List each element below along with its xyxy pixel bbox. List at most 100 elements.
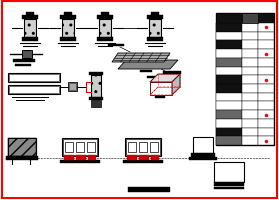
Bar [62,20,74,38]
Bar [191,153,215,157]
Bar [149,20,161,38]
Bar [69,84,76,91]
Bar [64,155,74,160]
Bar [214,162,244,182]
Bar [242,24,258,33]
Bar [155,97,165,99]
Bar [242,102,258,111]
Bar [9,75,59,82]
Bar [147,77,159,79]
Polygon shape [118,61,178,70]
Bar [147,16,163,20]
Bar [242,119,258,128]
Bar [126,139,160,155]
Bar [242,41,258,50]
Bar [216,41,242,50]
Bar [91,100,101,107]
Polygon shape [112,54,170,63]
Bar [62,138,98,156]
Bar [89,98,103,100]
Bar [258,76,274,85]
Bar [101,13,109,16]
Bar [6,156,38,160]
Bar [193,137,213,153]
Bar [60,38,76,42]
Bar [22,51,32,59]
Bar [151,155,159,160]
Bar [216,14,274,145]
Bar [62,20,74,38]
Bar [216,76,242,85]
Bar [258,24,274,33]
Bar [8,138,36,156]
Bar [13,60,35,63]
Bar [64,13,72,16]
Bar [8,86,60,95]
Bar [242,93,258,102]
Bar [258,33,274,41]
Bar [151,13,159,16]
Bar [26,13,34,16]
Bar [91,76,101,98]
Bar [242,111,258,119]
Bar [9,87,59,94]
Bar [22,16,38,20]
Bar [258,41,274,50]
Bar [163,72,181,75]
Bar [97,16,113,20]
Bar [88,155,96,160]
Bar [258,102,274,111]
Bar [8,138,36,156]
Bar [258,119,274,128]
Bar [258,128,274,137]
Bar [8,74,60,83]
Bar [242,137,258,145]
Bar [15,65,31,67]
Bar [91,76,101,98]
Bar [189,157,217,160]
Bar [149,20,161,38]
Bar [68,83,77,92]
Polygon shape [150,75,180,83]
Bar [216,33,242,41]
Bar [258,93,274,102]
Bar [128,187,170,192]
Bar [87,142,95,152]
Bar [147,38,163,42]
Bar [23,52,31,58]
Bar [216,14,274,24]
Bar [214,187,244,189]
Bar [242,59,258,67]
Bar [258,111,274,119]
Bar [216,102,242,111]
Bar [258,59,274,67]
Bar [214,182,244,186]
Bar [97,38,113,42]
Bar [242,67,258,76]
Bar [139,155,149,160]
Bar [99,20,111,38]
Bar [242,14,258,24]
Bar [65,142,73,152]
Bar [242,50,258,59]
Bar [258,85,274,93]
Bar [216,85,242,93]
Bar [22,38,38,42]
Bar [89,73,103,76]
Bar [108,45,124,47]
Bar [216,128,242,137]
Polygon shape [150,83,172,96]
Bar [24,20,36,38]
Bar [140,71,152,73]
Bar [258,50,274,59]
Bar [242,76,258,85]
Bar [99,20,111,38]
Bar [216,24,242,33]
Bar [150,142,158,152]
Bar [258,137,274,145]
Bar [242,33,258,41]
Bar [216,50,242,59]
Bar [216,111,242,119]
Bar [242,85,258,93]
Bar [60,16,76,20]
